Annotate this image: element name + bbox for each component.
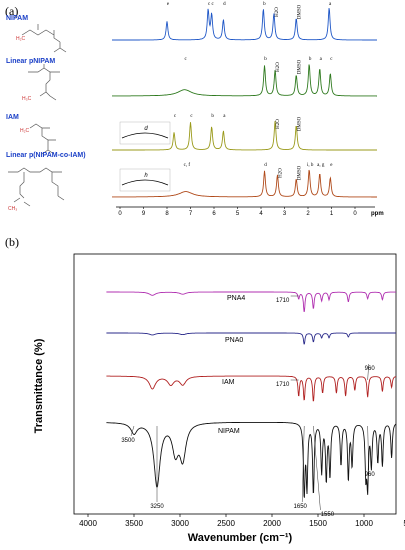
series-label-copolymer: Linear p(NIPAM-co-IAM)	[6, 152, 86, 159]
nmr-x-tick-label: 9	[142, 211, 146, 217]
nmr-peak-label: e	[167, 2, 170, 7]
nmr-peak-label: DMSO	[297, 59, 302, 74]
ftir-x-tick-label: 3500	[125, 519, 143, 528]
nmr-inset-curve	[121, 132, 169, 139]
ftir-x-tick-label: 1500	[309, 519, 327, 528]
nmr-peak-label: H2O	[278, 168, 283, 178]
series-label-pna4: PNA4	[227, 295, 246, 302]
nmr-peak-label: DMSO	[297, 165, 302, 180]
ftir-annotation-line	[367, 425, 369, 471]
nmr-peak-label: b	[309, 57, 312, 62]
panel-b-label: (b)	[5, 235, 19, 249]
series-label-nipam: NIPAM	[6, 15, 29, 22]
ftir-series-pna0	[106, 332, 396, 345]
ftir-x-tick-label: 1000	[355, 519, 373, 528]
nmr-peak-label: DMSO	[297, 4, 302, 19]
nmr-peak-label: H2O	[275, 7, 280, 17]
nmr-peak-label: d	[223, 2, 226, 7]
nmr-x-axis-label: ppm	[371, 211, 384, 217]
ftir-x-tick-label: 3000	[171, 519, 189, 528]
ftir-y-axis-label: Transmittance (%)	[33, 338, 45, 434]
nmr-series-0	[112, 8, 377, 41]
ftir-annotation-label: 1710	[276, 382, 290, 388]
ftir-annotation-label: 960	[365, 472, 376, 478]
svg-text:H₂C: H₂C	[20, 128, 30, 134]
nmr-peak-label: H2O	[276, 119, 281, 129]
nmr-peak-label: e	[330, 163, 333, 168]
ftir-annotation-label: 1710	[276, 298, 290, 304]
nmr-x-tick-label: 1	[330, 211, 334, 217]
series-label-lpnipam: Linear pNIPAM	[6, 58, 56, 65]
nmr-peak-label: i, b	[307, 163, 314, 168]
ftir-x-tick-label: 4000	[79, 519, 97, 528]
nmr-peak-label: d	[264, 163, 267, 168]
nmr-peak-label: b	[263, 2, 266, 7]
nmr-inset-label: h	[144, 173, 148, 179]
nmr-peak-label: a, g	[317, 163, 325, 168]
nmr-inset-label: d	[144, 126, 148, 132]
nmr-series-2	[112, 121, 377, 151]
series-label-nipam-ftir: NIPAM	[218, 428, 240, 435]
ftir-annotation-line	[130, 425, 135, 437]
nmr-peak-label: c	[190, 114, 193, 119]
ftir-series-pna4	[106, 291, 396, 312]
series-label-iam-ftir: IAM	[222, 379, 235, 386]
series-label-iam: IAM	[6, 114, 19, 121]
nmr-peak-label: c	[212, 2, 215, 7]
structure-iam-icon: H₂C	[20, 123, 56, 155]
nmr-x-tick-label: 7	[189, 211, 193, 217]
ftir-x-axis-label: Wavenumber (cm⁻¹)	[187, 532, 293, 544]
svg-text:H₃C: H₃C	[22, 96, 32, 102]
ftir-series-iam	[106, 375, 397, 402]
nmr-x-tick-label: 2	[306, 211, 310, 217]
ftir-annotation-label: 3250	[150, 504, 164, 510]
ftir-annotation-label: 3500	[121, 438, 135, 444]
nmr-peak-label: b	[211, 114, 214, 119]
ftir-annotation-line	[302, 425, 305, 503]
ftir-x-tick-label: 2000	[263, 519, 281, 528]
ftir-annotation-line	[367, 363, 369, 381]
nmr-inset-curve	[121, 179, 169, 186]
nmr-peak-label: a	[329, 2, 332, 7]
svg-text:H₂C: H₂C	[16, 36, 26, 42]
ftir-plot-frame	[73, 253, 397, 515]
nmr-peak-label: H2O	[276, 62, 281, 72]
structure-lpnipam-icon: H₃C	[22, 64, 60, 102]
nmr-peak-label: c	[174, 114, 177, 119]
panel-a-label: (a)	[5, 4, 19, 18]
nmr-peak-label: a	[320, 57, 323, 62]
ftir-chart: 4000 3500 3000 2500 2000 1500 1000 500 1710 1710 9…	[73, 253, 405, 528]
nmr-x-tick-label: 0	[118, 211, 122, 217]
ftir-x-tick-label: 500	[403, 519, 405, 528]
nmr-x-tick-label: 4	[259, 211, 263, 217]
nmr-x-tick-label: 6	[212, 211, 216, 217]
nmr-peak-label: c	[330, 57, 333, 62]
nmr-x-tick-label: 5	[236, 211, 240, 217]
nmr-peak-label: c	[185, 57, 188, 62]
nmr-peak-label: DMSO	[297, 116, 302, 131]
ftir-annotation-line	[313, 425, 321, 511]
nmr-x-tick-label: 3	[283, 211, 287, 217]
ftir-annotation-label: 1650	[294, 504, 308, 510]
ftir-series-nipam	[106, 421, 397, 498]
series-label-pna0: PNA0	[225, 337, 244, 344]
ftir-annotation-label: 1550	[321, 512, 335, 518]
nmr-peak-label: a	[223, 114, 226, 119]
svg-text:CH₃: CH₃	[8, 206, 17, 212]
nmr-peak-label: b	[264, 57, 267, 62]
ftir-x-tick-label: 2500	[217, 519, 235, 528]
structure-copolymer-icon: CH₃	[8, 167, 65, 212]
nmr-x-tick-label: 0	[353, 211, 357, 217]
nmr-series-1	[112, 64, 377, 97]
nmr-x-tick-label: 8	[165, 211, 169, 217]
ftir-annotation-label: 960	[365, 366, 376, 372]
nmr-series-3	[112, 169, 377, 198]
nmr-peak-label: c, f	[184, 163, 191, 168]
structure-nipam-icon: H₂C	[16, 24, 67, 53]
nmr-peak-label: c	[208, 2, 211, 7]
